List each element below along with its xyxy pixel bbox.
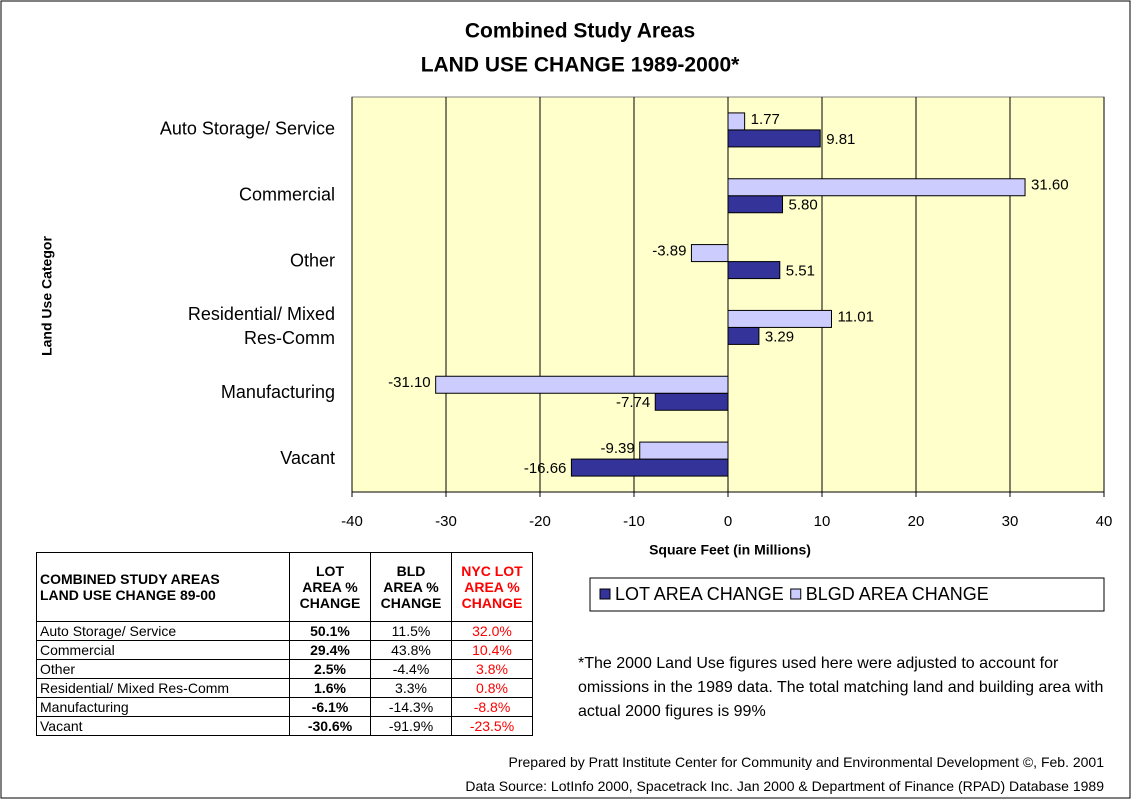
table-cell: -91.9%	[370, 716, 452, 736]
bar	[639, 441, 729, 460]
table-cell: 29.4%	[289, 640, 371, 660]
y-tick-label: Commercial	[239, 185, 335, 205]
table-row: Residential/ Mixed Res-Comm 1.6% 3.3% 0.8%	[36, 678, 533, 698]
data-label: -31.10	[388, 374, 431, 391]
table-cell: Commercial	[36, 640, 290, 660]
table-header: COMBINED STUDY AREAS LAND USE CHANGE 89-…	[36, 552, 290, 622]
table-cell: 43.8%	[370, 640, 452, 660]
data-label: 9.81	[826, 131, 855, 148]
table-cell: 1.6%	[289, 678, 371, 698]
y-tick-label: Auto Storage/ Service	[160, 119, 335, 139]
x-tick-label: 0	[724, 513, 732, 530]
x-tick-label: 30	[1002, 513, 1019, 530]
table-cell: -4.4%	[370, 659, 452, 679]
table-header-row: COMBINED STUDY AREAS LAND USE CHANGE 89-…	[36, 552, 533, 622]
bar	[435, 375, 729, 394]
data-label: 5.51	[786, 263, 815, 280]
bar	[727, 195, 784, 214]
credit: Data Source: LotInfo 2000, Spacetrack In…	[465, 778, 1104, 794]
chart-title: Combined Study Areas	[465, 20, 695, 43]
table-row: Vacant -30.6% -91.9% -23.5%	[36, 716, 533, 736]
table-header: BLD AREA % CHANGE	[370, 552, 452, 622]
table-cell: 3.3%	[370, 678, 452, 698]
bar	[654, 392, 729, 411]
table-cell: Auto Storage/ Service	[36, 621, 290, 641]
table-cell: -6.1%	[289, 697, 371, 717]
bar	[727, 129, 821, 148]
table-cell: Residential/ Mixed Res-Comm	[36, 678, 290, 698]
table-cell: Vacant	[36, 716, 290, 736]
table-cell: 50.1%	[289, 621, 371, 641]
bar	[570, 458, 729, 477]
table-row: Commercial 29.4% 43.8% 10.4%	[36, 640, 533, 660]
bar	[727, 261, 781, 280]
x-tick-label: -20	[529, 513, 551, 530]
table-header: NYC LOT AREA % CHANGE	[451, 552, 533, 622]
legend-swatch	[790, 588, 802, 600]
bar	[727, 309, 832, 328]
y-tick-label: Other	[290, 250, 335, 270]
x-axis-title: Square Feet (in Millions)	[649, 542, 811, 558]
chart-subtitle: LAND USE CHANGE 1989-2000*	[421, 54, 740, 77]
data-label: -3.89	[652, 243, 686, 260]
legend-swatch	[599, 588, 611, 600]
x-tick-label: -10	[623, 513, 645, 530]
table-cell: Other	[36, 659, 290, 679]
y-tick-label: Residential/ Mixed	[188, 304, 335, 324]
table-cell: 2.5%	[289, 659, 371, 679]
y-tick-label: Res-Comm	[244, 328, 335, 348]
data-label: -7.74	[616, 394, 650, 411]
data-label: 5.80	[789, 197, 818, 214]
credit: Prepared by Pratt Institute Center for C…	[508, 754, 1105, 770]
x-tick-label: 40	[1096, 513, 1113, 530]
x-tick-label: -30	[435, 513, 457, 530]
data-label: 1.77	[751, 111, 780, 128]
table-row: Auto Storage/ Service 50.1% 11.5% 32.0%	[36, 621, 533, 641]
table-cell: Manufacturing	[36, 697, 290, 717]
table-cell: -8.8%	[451, 697, 533, 717]
table-cell: 0.8%	[451, 678, 533, 698]
y-tick-label: Vacant	[280, 448, 335, 468]
table-cell: -23.5%	[451, 716, 533, 736]
data-label: 31.60	[1031, 177, 1069, 194]
legend-label: BLGD AREA CHANGE	[806, 584, 989, 604]
x-tick-label: 20	[908, 513, 925, 530]
bar	[727, 178, 1026, 197]
table-cell: 32.0%	[451, 621, 533, 641]
footnote: *The 2000 Land Use figures used here wer…	[578, 655, 1104, 720]
data-label: 3.29	[765, 328, 794, 345]
table-cell: 11.5%	[370, 621, 452, 641]
bar	[727, 326, 760, 345]
data-label: 11.01	[837, 308, 873, 325]
table-row: Manufacturing -6.1% -14.3% -8.8%	[36, 697, 533, 717]
bar	[727, 112, 746, 131]
bar	[690, 244, 729, 263]
table-row: Other 2.5% -4.4% 3.8%	[36, 659, 533, 679]
summary-table: COMBINED STUDY AREAS LAND USE CHANGE 89-…	[36, 552, 533, 736]
y-axis-title: Land Use Categor	[39, 236, 55, 356]
y-tick-label: Manufacturing	[221, 382, 335, 402]
data-label: -16.66	[524, 460, 567, 477]
table-cell: 3.8%	[451, 659, 533, 679]
table-cell: -30.6%	[289, 716, 371, 736]
table-cell: -14.3%	[370, 697, 452, 717]
x-tick-label: -40	[341, 513, 363, 530]
legend	[589, 577, 1105, 612]
table-header: LOT AREA % CHANGE	[289, 552, 371, 622]
data-label: -9.39	[601, 440, 635, 457]
legend-label: LOT AREA CHANGE	[615, 584, 784, 604]
x-tick-label: 10	[814, 513, 831, 530]
table-cell: 10.4%	[451, 640, 533, 660]
